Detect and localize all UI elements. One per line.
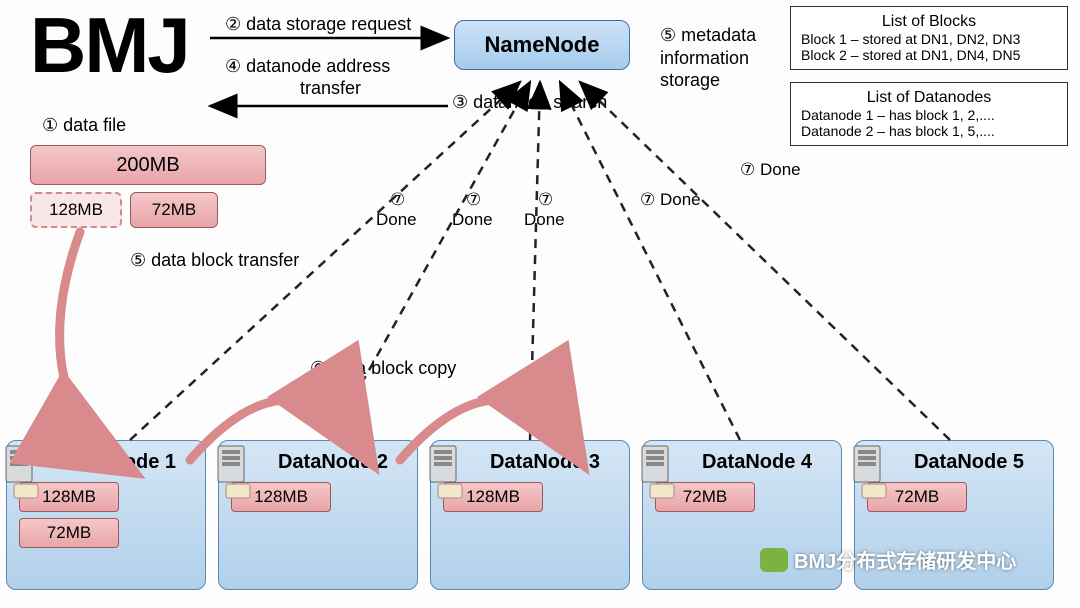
step3-label: ③ datanode search bbox=[452, 92, 607, 113]
meta-l2: information bbox=[660, 47, 756, 70]
file-full: 200MB bbox=[30, 145, 266, 185]
file-72: 72MB bbox=[130, 192, 218, 228]
watermark: BMJ分布式存储研发中心 bbox=[760, 545, 1016, 574]
wechat-icon bbox=[760, 548, 788, 572]
step7-label-6: ⑦ Done bbox=[640, 190, 701, 210]
info-dn-title: List of Datanodes bbox=[801, 89, 1057, 107]
meta-l3: storage bbox=[660, 69, 756, 92]
step2-label: ② data storage request bbox=[225, 14, 411, 35]
info-dn-l1: Datanode 2 – has block 1, 5,.... bbox=[801, 123, 1057, 139]
info-blocks-l0: Block 1 – stored at DN1, DN2, DN3 bbox=[801, 31, 1057, 47]
step7-label-3: Done bbox=[452, 210, 493, 230]
step7-label-0: ⑦ bbox=[390, 190, 405, 210]
step1-label: ① data file bbox=[42, 115, 126, 136]
datanode-title: DataNode 3 bbox=[443, 451, 617, 474]
server-icon bbox=[2, 444, 42, 504]
info-blocks-l1: Block 2 – stored at DN1, DN4, DN5 bbox=[801, 47, 1057, 63]
step7-label-1: Done bbox=[376, 210, 417, 230]
bmj-logo: BMJ bbox=[30, 0, 189, 91]
step4-label: ④ datanode address bbox=[225, 56, 390, 77]
info-dn-l0: Datanode 1 – has block 1, 2,.... bbox=[801, 107, 1057, 123]
info-blocks-box: List of Blocks Block 1 – stored at DN1, … bbox=[790, 6, 1068, 70]
step7-label-4: ⑦ bbox=[538, 190, 553, 210]
info-dn-box: List of Datanodes Datanode 1 – has block… bbox=[790, 82, 1068, 146]
server-icon bbox=[638, 444, 678, 504]
step4-label2: transfer bbox=[300, 78, 361, 99]
step7-label-2: ⑦ bbox=[466, 190, 481, 210]
datanode-title: DataNode 2 bbox=[231, 451, 405, 474]
step7-label-5: Done bbox=[524, 210, 565, 230]
watermark-text: BMJ分布式存储研发中心 bbox=[794, 545, 1016, 574]
datanode-title: DataNode 5 bbox=[867, 451, 1041, 474]
server-icon bbox=[426, 444, 466, 504]
meta-l1: ⑤ metadata bbox=[660, 24, 756, 47]
server-icon bbox=[850, 444, 890, 504]
step7-label-7: ⑦ Done bbox=[740, 160, 801, 180]
meta-label: ⑤ metadata information storage bbox=[660, 24, 756, 92]
info-blocks-title: List of Blocks bbox=[801, 13, 1057, 31]
server-icon bbox=[214, 444, 254, 504]
file-128: 128MB bbox=[30, 192, 122, 228]
datanode-block: 72MB bbox=[19, 518, 119, 548]
step6-label: ⑥ data block copy bbox=[310, 358, 456, 379]
namenode-box: NameNode bbox=[454, 20, 630, 70]
datanode-title: DataNode 1 bbox=[19, 451, 193, 474]
datanode-title: DataNode 4 bbox=[655, 451, 829, 474]
step5-label: ⑤ data block transfer bbox=[130, 250, 299, 271]
